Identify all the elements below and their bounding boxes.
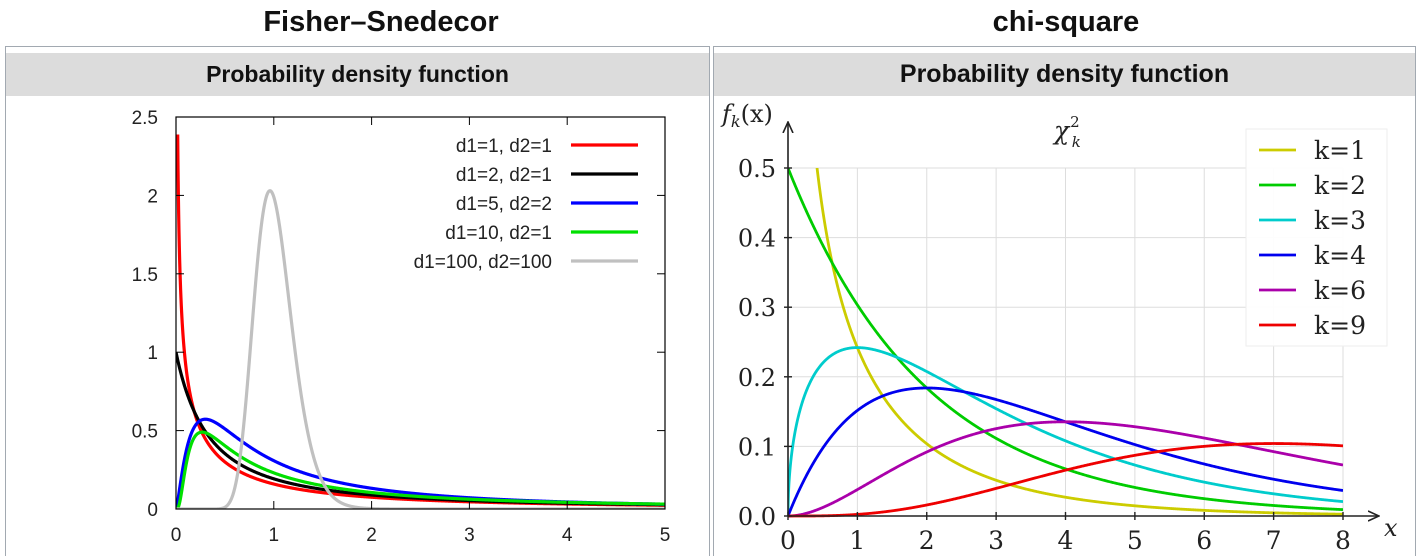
chi-square-pdf-chart: 0 1 2 3 4 5 6 7 8 0.0 0.1 0.2 0.3 0.4 0.5 x fk(x) χ2 k k=1 k… <box>720 100 1398 555</box>
chi-chart-title: χ2 k <box>1052 113 1081 151</box>
chi-legend-label: k=3 <box>1314 206 1366 235</box>
chi-square-title: chi-square <box>992 6 1140 38</box>
chi-legend-label: k=6 <box>1314 276 1366 305</box>
chi-x-tick-label: 2 <box>919 526 935 555</box>
fisher-pdf-chart: 0 1 2 3 4 5 0 0.5 1 1.5 2 2.5 d1=1, d2=1 d1=2, d2=1 d1… <box>132 108 671 546</box>
fisher-series-line-0 <box>176 134 665 507</box>
fisher-series-line-4 <box>176 189 665 509</box>
fisher-x-tick-label: 2 <box>366 525 377 546</box>
chi-square-panel: Probability density function 0 1 2 3 4 5 6 7 8 0.… <box>713 46 1416 556</box>
chi-x-tick-label: 1 <box>849 526 865 555</box>
chi-series-line-5 <box>788 442 1343 518</box>
chi-x-axis-label: x <box>1384 514 1398 542</box>
chi-series-line-0 <box>815 168 1343 516</box>
chi-y-tick-label: 0.5 <box>738 155 776 183</box>
chi-x-tick-label: 5 <box>1127 526 1143 555</box>
fisher-x-tick-label: 4 <box>562 525 573 546</box>
chi-series-line-2 <box>788 346 1343 510</box>
fisher-x-tick-label: 5 <box>660 525 671 546</box>
fisher-series-line-3 <box>176 430 665 509</box>
chi-x-tick-label: 0 <box>780 526 796 555</box>
chi-y-tick-label: 0.3 <box>738 294 776 322</box>
chi-y-tick-label: 0.0 <box>738 503 776 531</box>
fisher-legend-label: d1=5, d2=2 <box>456 194 552 215</box>
chi-x-tick-label: 6 <box>1196 526 1212 555</box>
fisher-y-tick-label: 0 <box>147 500 158 521</box>
chi-x-tick-label: 8 <box>1335 526 1351 555</box>
fisher-y-tick-label: 2 <box>147 186 158 207</box>
chi-legend-label: k=4 <box>1314 241 1366 270</box>
chi-legend-label: k=1 <box>1314 136 1366 165</box>
fisher-legend-label: d1=100, d2=100 <box>414 252 552 273</box>
fisher-panel-header: Probability density function <box>6 53 709 96</box>
chi-y-tick-label: 0.4 <box>738 225 776 253</box>
fisher-legend-label: d1=1, d2=1 <box>456 136 552 157</box>
fisher-y-tick-label: 1.5 <box>132 265 158 286</box>
fisher-plot-frame <box>175 116 666 510</box>
fisher-panel: Probability density function 0 1 2 3 4 5 0 0.5 1… <box>5 46 710 556</box>
fisher-x-tick-label: 3 <box>464 525 475 546</box>
chi-legend <box>1245 128 1388 347</box>
fisher-legend-label: d1=10, d2=1 <box>445 223 552 244</box>
fisher-y-tick-label: 2.5 <box>132 108 158 129</box>
fisher-legend-label: d1=2, d2=1 <box>456 165 552 186</box>
fisher-x-tick-label: 1 <box>269 525 280 546</box>
chi-y-tick-label: 0.1 <box>738 433 776 461</box>
chi-x-tick-label: 7 <box>1266 526 1282 555</box>
chi-series-line-4 <box>788 420 1343 518</box>
fisher-y-tick-label: 0.5 <box>132 422 158 443</box>
chi-x-tick-label: 4 <box>1058 526 1074 555</box>
chi-y-axis-label: fk(x) <box>720 100 773 131</box>
chi-square-panel-header: Probability density function <box>714 53 1415 96</box>
fisher-snedecor-title: Fisher–Snedecor <box>263 6 499 38</box>
chi-y-tick-label: 0.2 <box>738 364 776 392</box>
fisher-y-tick-label: 1 <box>147 343 158 364</box>
chi-legend-label: k=2 <box>1314 171 1366 200</box>
chi-x-tick-label: 3 <box>988 526 1004 555</box>
chi-legend-label: k=9 <box>1314 311 1366 340</box>
fisher-x-tick-label: 0 <box>171 525 182 546</box>
